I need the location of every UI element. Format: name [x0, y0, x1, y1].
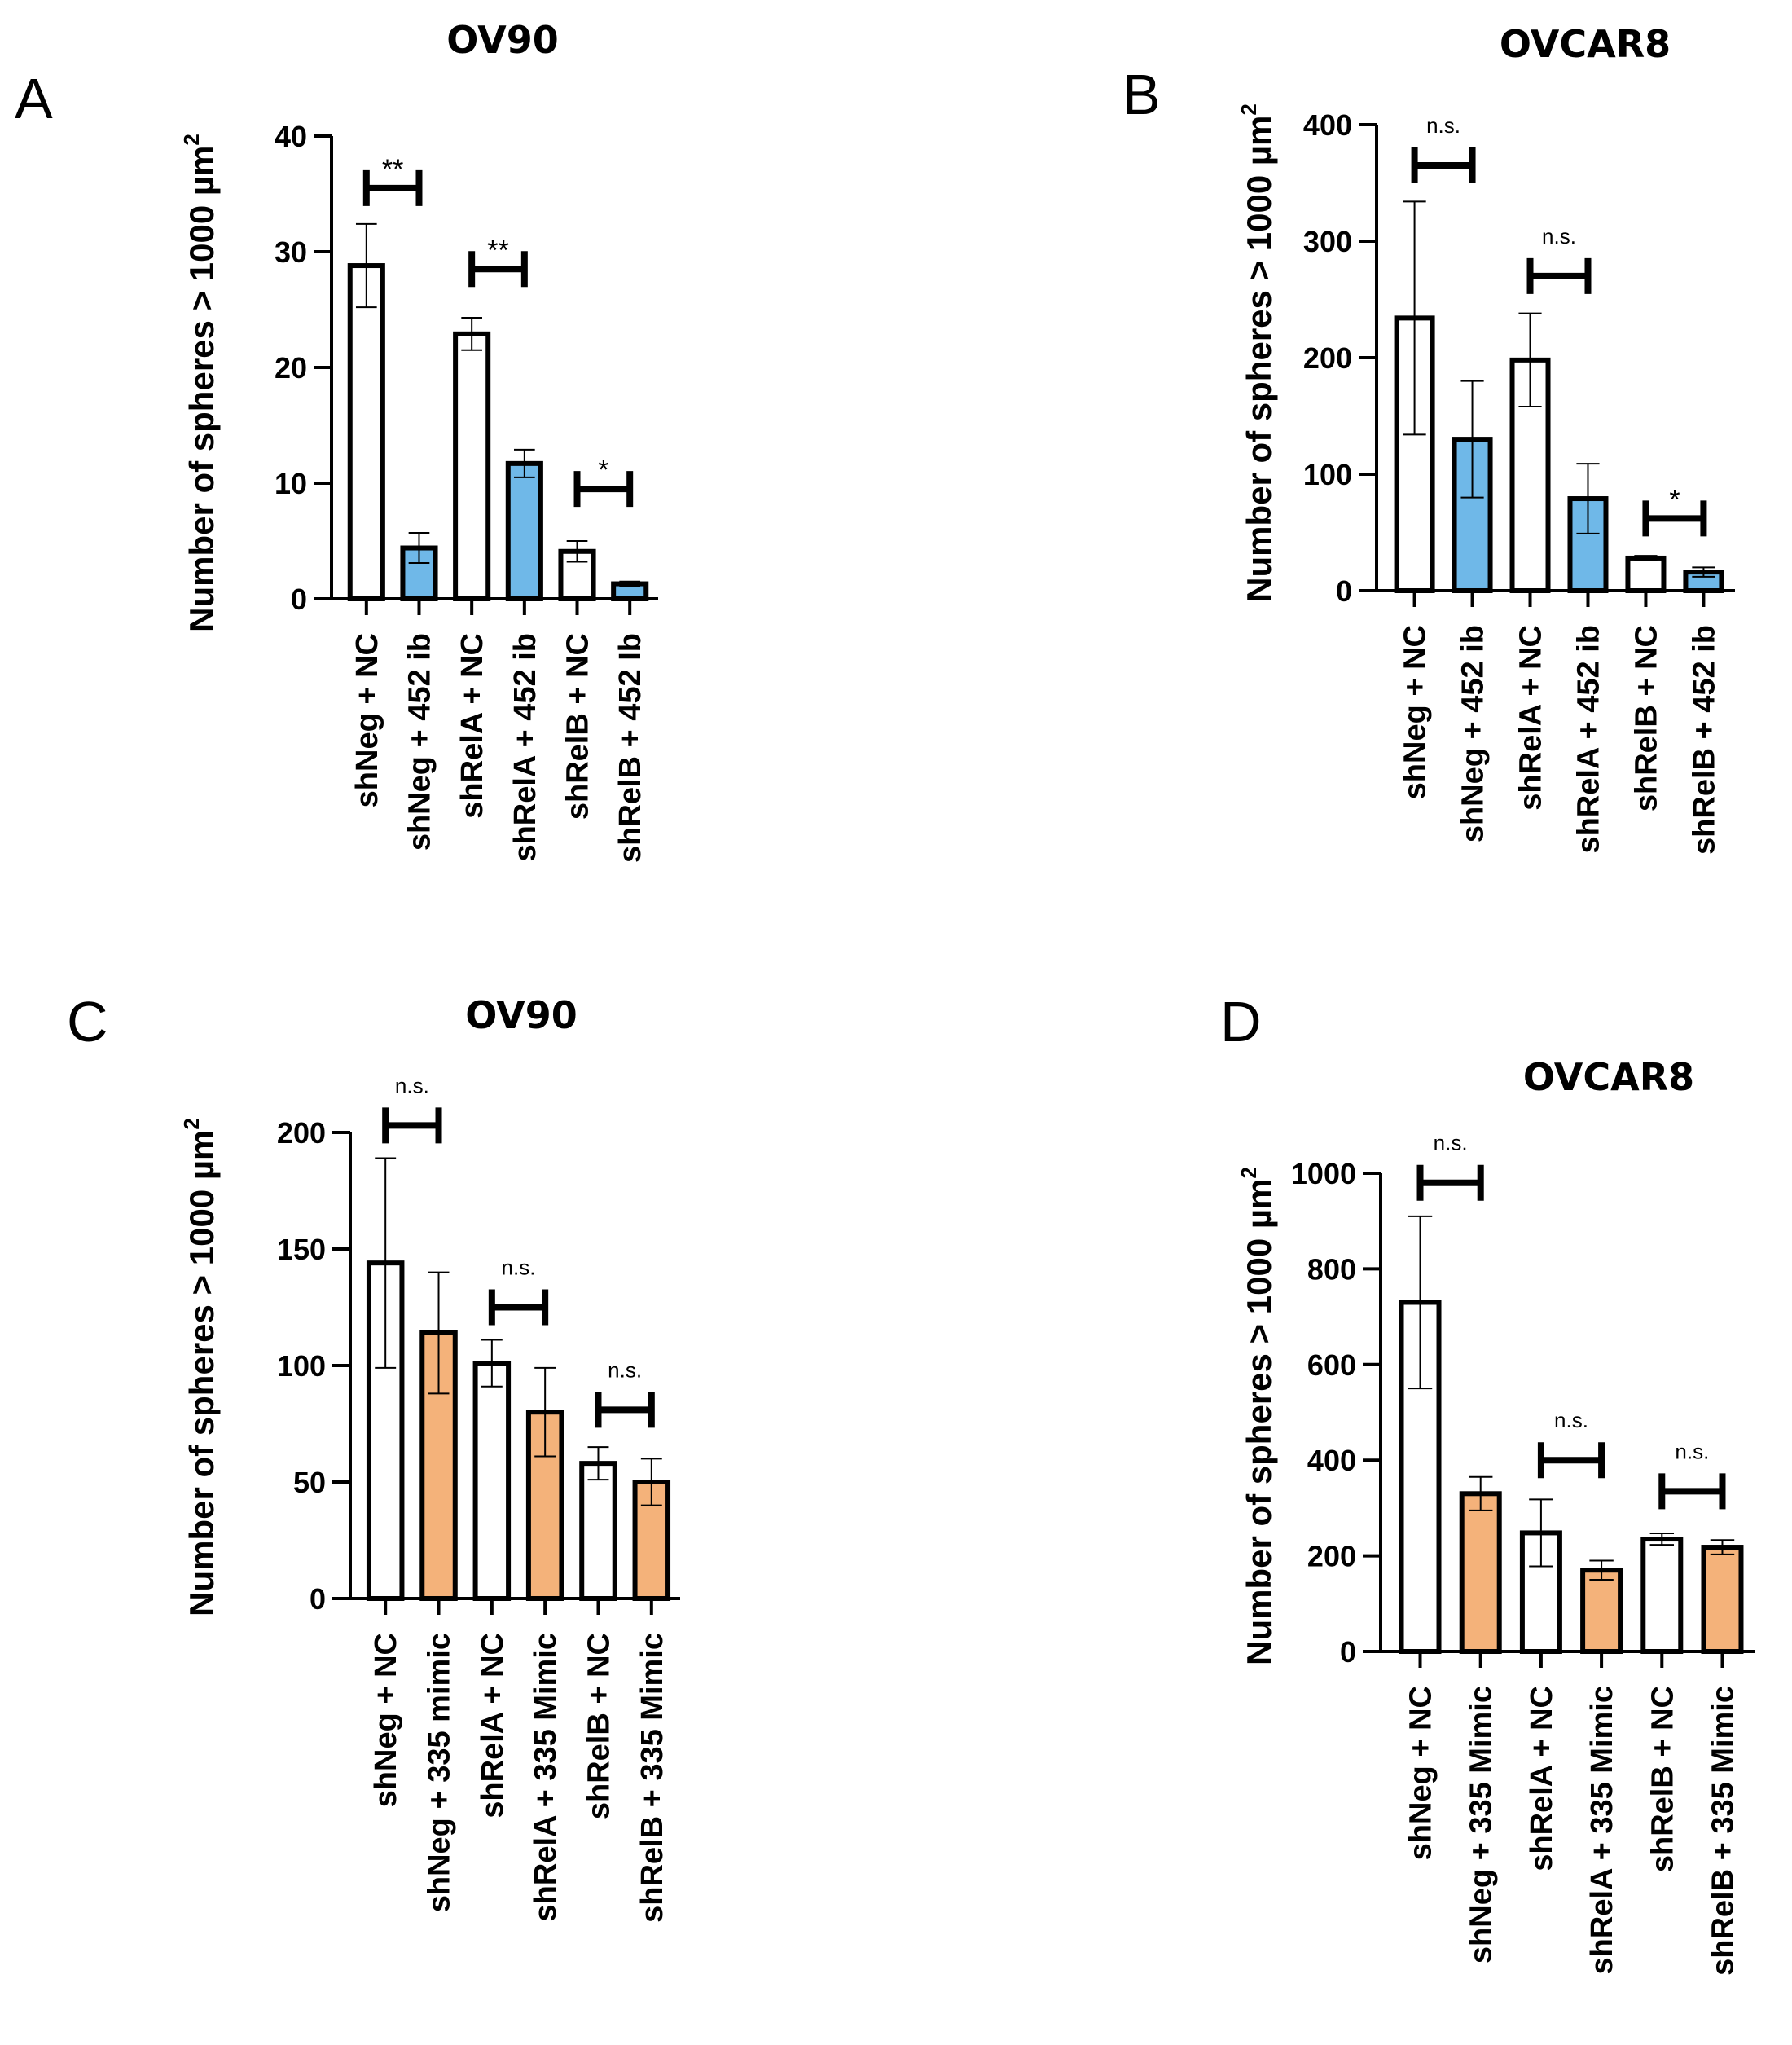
category-label: shRelB + NC: [1645, 1686, 1680, 1872]
y-tick-label: 300: [1303, 225, 1352, 258]
y-tick-label: 150: [277, 1233, 326, 1266]
significance-label: n.s.: [1434, 1131, 1468, 1155]
panel-c-bar-5: [579, 1461, 617, 1601]
panel-b-y-axis-label: Number of spheres > 1000 µm2: [1236, 103, 1278, 602]
significance-label: n.s.: [1542, 224, 1576, 248]
panel-d-title: OVCAR8: [1523, 1055, 1694, 1099]
panel-c-bar-3: [472, 1361, 512, 1601]
category-label: shNeg + NC: [1399, 625, 1433, 799]
panel-a-bar-4: [505, 460, 543, 601]
y-tick-label: 200: [1307, 1540, 1356, 1573]
y-tick-label: 0: [310, 1582, 326, 1616]
y-tick-label: 100: [1303, 458, 1352, 491]
significance-label: n.s.: [608, 1357, 642, 1382]
category-label: shRelB + 335 Mimic: [1706, 1686, 1740, 1976]
panel-d-bar-4: [1580, 1568, 1623, 1654]
significance-label: **: [487, 235, 508, 266]
significance-label: n.s.: [502, 1256, 536, 1280]
panel-b: B OVCAR8 Number of spheres > 1000 µm2 0 1…: [1122, 22, 1735, 855]
panel-label-a: A: [15, 67, 53, 130]
category-label: shRelB + NC: [561, 633, 595, 820]
y-tick-label: 20: [275, 351, 307, 385]
panel-label-c: C: [67, 990, 108, 1053]
panel-b-title: OVCAR8: [1500, 22, 1671, 66]
category-label: shRelA + 335 Mimic: [529, 1633, 563, 1921]
significance-label: *: [598, 455, 608, 486]
panel-c: C OV90 Number of spheres > 1000 µm2 0 50 1…: [67, 990, 680, 1923]
panel-c-title: OV90: [465, 993, 577, 1037]
significance-label: n.s.: [1426, 113, 1460, 138]
y-tick-label: 600: [1307, 1348, 1356, 1382]
category-label: shRelA + NC: [1514, 625, 1548, 811]
y-tick-label: 200: [277, 1116, 326, 1150]
category-label: shRelA + NC: [476, 1633, 510, 1819]
panel-a-title: OV90: [446, 18, 558, 62]
panel-label-d: D: [1220, 990, 1262, 1053]
panel-d: D OVCAR8 Number of spheres > 1000 µm2 0 2…: [1220, 990, 1755, 1976]
y-tick-label: 200: [1303, 341, 1352, 375]
significance-label: n.s.: [395, 1073, 429, 1097]
category-label: shNeg + 335 mimic: [423, 1633, 457, 1912]
panel-b-bar-5: [1625, 555, 1667, 594]
panel-a-bar-3: [453, 331, 491, 601]
y-tick-label: 30: [275, 235, 307, 269]
panel-d-y-axis-label: Number of spheres > 1000 µm2: [1236, 1167, 1278, 1665]
significance-label: **: [382, 154, 403, 185]
category-label: shNeg + NC: [369, 1633, 403, 1807]
category-label: shRelA + 335 Mimic: [1585, 1686, 1619, 1974]
panel-d-bar-1: [1399, 1300, 1442, 1654]
significance-label: n.s.: [1554, 1408, 1588, 1432]
panel-d-bar-6: [1701, 1545, 1744, 1655]
category-label: shRelA + NC: [455, 633, 490, 819]
y-tick-label: 0: [291, 583, 307, 616]
y-tick-label: 100: [277, 1349, 326, 1383]
y-tick-label: 10: [275, 467, 307, 500]
y-tick-label: 0: [1336, 574, 1352, 608]
category-label: shRelA + 452 ib: [1571, 625, 1605, 854]
category-label: shNeg + 452 ib: [402, 633, 437, 851]
category-label: shRelB + NC: [582, 1633, 616, 1819]
y-tick-label: 50: [293, 1466, 326, 1499]
category-label: shNeg + NC: [1404, 1686, 1438, 1860]
significance-label: n.s.: [1675, 1439, 1709, 1463]
y-tick-label: 0: [1340, 1635, 1356, 1669]
y-tick-label: 800: [1307, 1252, 1356, 1286]
category-label: shRelB + 452 ib: [1687, 625, 1721, 855]
category-label: shRelB + 335 Mimic: [635, 1633, 670, 1923]
panel-c-y-axis-label: Number of spheres > 1000 µm2: [179, 1118, 221, 1616]
category-label: shRelA + NC: [1525, 1686, 1559, 1871]
y-tick-label: 400: [1307, 1444, 1356, 1477]
category-label: shRelB + 452 Ib: [613, 633, 648, 863]
y-tick-label: 1000: [1291, 1157, 1356, 1190]
panel-a: A OV90 Number of spheres > 1000 µm2 0 10 2…: [15, 18, 658, 863]
y-tick-label: 400: [1303, 108, 1352, 142]
panel-d-bar-2: [1459, 1491, 1502, 1655]
panel-d-bar-5: [1640, 1537, 1684, 1655]
significance-label: *: [1669, 484, 1680, 515]
y-tick-label: 40: [275, 120, 307, 153]
category-label: shNeg + NC: [350, 633, 384, 807]
panel-a-bar-1: [347, 263, 385, 601]
category-label: shNeg + 335 Mimic: [1465, 1686, 1499, 1964]
panel-a-y-axis-label: Number of spheres > 1000 µm2: [179, 134, 221, 632]
category-label: shRelB + NC: [1629, 625, 1663, 811]
panel-label-b: B: [1122, 63, 1161, 126]
category-label: shRelA + 452 ib: [508, 633, 542, 862]
category-label: shNeg + 452 ib: [1456, 625, 1491, 842]
